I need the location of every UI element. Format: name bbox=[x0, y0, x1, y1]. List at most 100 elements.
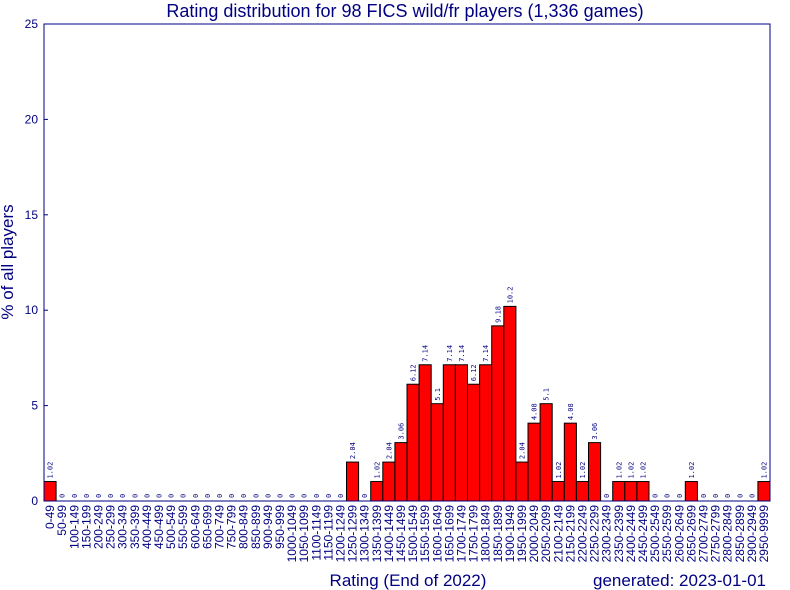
value-label: 0 bbox=[168, 494, 176, 498]
bar bbox=[491, 325, 505, 502]
value-label: 1.02 bbox=[555, 462, 563, 479]
x-tick-label: 150-199 bbox=[79, 505, 93, 549]
x-tick-label: 1900-1949 bbox=[503, 505, 517, 563]
x-tick-label: 50-99 bbox=[55, 505, 69, 536]
x-tick-label: 2850-2899 bbox=[733, 505, 747, 563]
x-tick-label: 2000-2049 bbox=[527, 505, 541, 563]
x-tick-label: 1650-1699 bbox=[442, 505, 456, 563]
value-label: 0 bbox=[155, 494, 163, 498]
bar bbox=[394, 442, 408, 502]
value-label: 0 bbox=[301, 494, 309, 498]
x-tick-label: 900-949 bbox=[261, 505, 275, 549]
x-tick-label: 1550-1599 bbox=[418, 505, 432, 563]
x-tick-label: 2750-2799 bbox=[709, 505, 723, 563]
value-label: 0 bbox=[664, 494, 672, 498]
bar bbox=[515, 461, 529, 502]
x-tick-label: 200-249 bbox=[91, 505, 105, 549]
y-axis-label: % of all players bbox=[0, 204, 17, 319]
value-label: 2.04 bbox=[349, 442, 357, 459]
bar bbox=[551, 481, 565, 502]
value-label: 0 bbox=[325, 494, 333, 498]
value-label: 0 bbox=[216, 494, 224, 498]
x-tick-label: 100-149 bbox=[67, 505, 81, 549]
bar bbox=[624, 481, 638, 502]
value-label: 3.06 bbox=[591, 423, 599, 440]
value-label: 0 bbox=[603, 494, 611, 498]
bar bbox=[612, 481, 626, 502]
bar bbox=[430, 403, 444, 502]
x-tick-label: 1400-1449 bbox=[382, 505, 396, 563]
bar bbox=[588, 442, 602, 502]
value-label: 7.14 bbox=[446, 345, 454, 362]
value-label: 0 bbox=[700, 494, 708, 498]
x-tick-label: 1150-1199 bbox=[321, 505, 335, 561]
x-tick-label: 1750-1799 bbox=[467, 505, 481, 563]
x-tick-label: 1500-1549 bbox=[406, 505, 420, 563]
x-tick-label: 600-649 bbox=[188, 505, 202, 549]
x-tick-label: 2800-2849 bbox=[721, 505, 735, 563]
bar bbox=[684, 481, 698, 502]
bar bbox=[43, 481, 57, 502]
value-label: 9.18 bbox=[494, 306, 502, 323]
x-tick-label: 1850-1899 bbox=[491, 505, 505, 563]
value-label: 7.14 bbox=[458, 345, 466, 362]
bar bbox=[757, 481, 771, 502]
x-tick-label: 850-899 bbox=[249, 505, 263, 549]
x-tick-label: 2650-2699 bbox=[684, 505, 698, 563]
y-tick-label: 25 bbox=[25, 17, 39, 31]
plot-frame bbox=[43, 23, 771, 502]
value-label: 0 bbox=[712, 494, 720, 498]
value-label: 7.14 bbox=[422, 345, 430, 362]
x-tick-label: 1350-1399 bbox=[370, 505, 384, 563]
x-tick-label: 1700-1749 bbox=[454, 505, 468, 563]
value-label: 0 bbox=[131, 494, 139, 498]
bar bbox=[539, 403, 553, 502]
value-label: 4.08 bbox=[567, 403, 575, 420]
value-label: 1.02 bbox=[615, 462, 623, 479]
value-label: 0 bbox=[59, 494, 67, 498]
value-label: 1.02 bbox=[47, 462, 55, 479]
y-tick-label: 5 bbox=[31, 399, 38, 413]
x-tick-label: 300-349 bbox=[116, 505, 130, 549]
value-label: 0 bbox=[276, 494, 284, 498]
value-label: 0 bbox=[71, 494, 79, 498]
value-label: 3.06 bbox=[397, 423, 405, 440]
value-label: 0 bbox=[143, 494, 151, 498]
x-tick-label: 2300-2349 bbox=[600, 505, 614, 563]
x-tick-label: 2150-2199 bbox=[563, 505, 577, 563]
bar bbox=[418, 364, 432, 502]
value-label: 5.1 bbox=[434, 388, 442, 401]
bar bbox=[382, 461, 396, 502]
value-label: 0 bbox=[83, 494, 91, 498]
value-label: 0 bbox=[337, 494, 345, 498]
x-tick-label: 350-399 bbox=[128, 505, 142, 549]
value-label: 0 bbox=[289, 494, 297, 498]
y-tick-label: 0 bbox=[31, 494, 38, 508]
x-tick-label: 1950-1999 bbox=[515, 505, 529, 563]
value-label: 6.12 bbox=[410, 364, 418, 381]
x-tick-label: 2950-9999 bbox=[757, 505, 771, 563]
y-tick-label: 15 bbox=[25, 208, 39, 222]
x-tick-label: 1050-1099 bbox=[297, 505, 311, 563]
x-tick-label: 700-749 bbox=[212, 505, 226, 549]
value-label: 0 bbox=[724, 494, 732, 498]
value-label: 0 bbox=[204, 494, 212, 498]
x-tick-label: 550-599 bbox=[176, 505, 190, 549]
x-tick-label: 1600-1649 bbox=[430, 505, 444, 563]
x-tick-label: 2200-2249 bbox=[575, 505, 589, 563]
x-tick-label: 250-299 bbox=[104, 505, 118, 549]
x-tick-label: 1100-1149 bbox=[309, 505, 323, 561]
value-label: 0 bbox=[361, 494, 369, 498]
x-tick-label: 1800-1849 bbox=[479, 505, 493, 563]
value-label: 0 bbox=[264, 494, 272, 498]
value-label: 0 bbox=[748, 494, 756, 498]
bar bbox=[563, 422, 577, 502]
x-tick-label: 950-999 bbox=[273, 505, 287, 549]
value-label: 1.02 bbox=[627, 462, 635, 479]
x-tick-label: 2450-2499 bbox=[636, 505, 650, 563]
x-tick-label: 2050-2099 bbox=[539, 505, 553, 563]
x-tick-label: 2500-2549 bbox=[648, 505, 662, 563]
value-label: 0 bbox=[180, 494, 188, 498]
x-tick-label: 650-699 bbox=[200, 505, 214, 549]
x-tick-label: 2600-2649 bbox=[672, 505, 686, 563]
